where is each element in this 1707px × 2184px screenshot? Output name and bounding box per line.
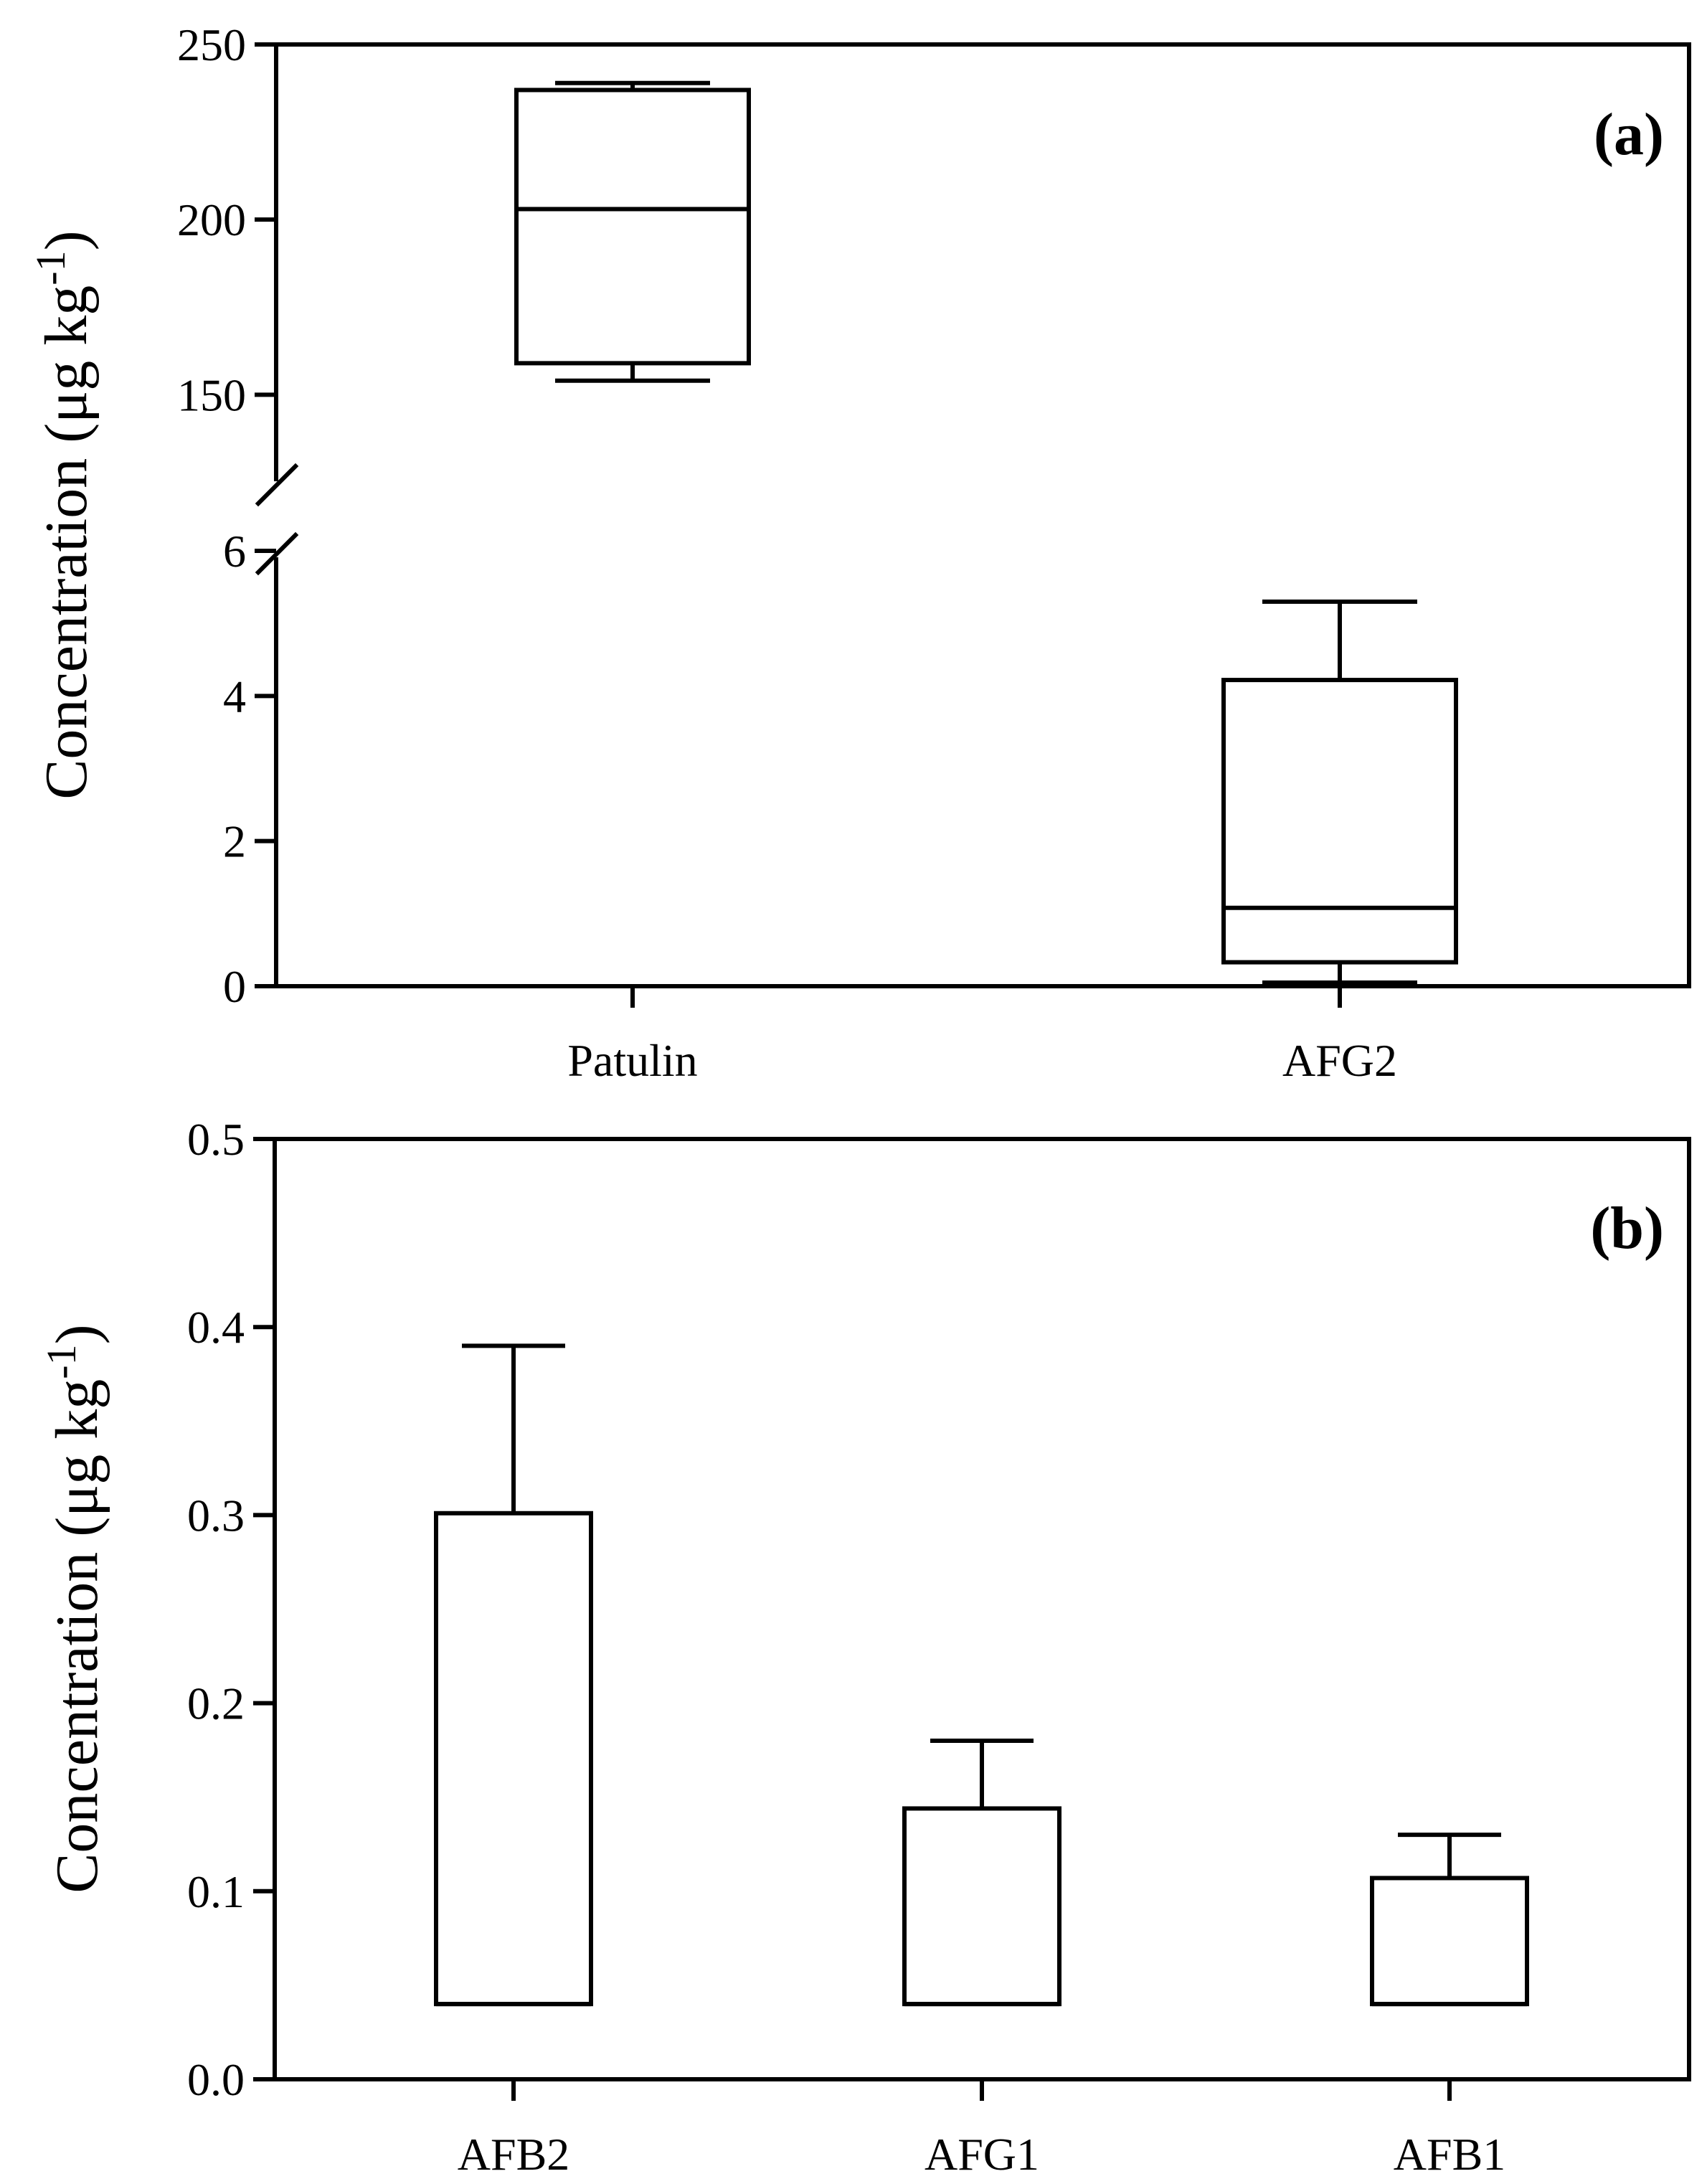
x-tick-label: AFB1 [1394,2129,1506,2180]
box-iqr [514,88,751,366]
box-plot-afg2 [1221,599,1458,985]
y-tick-label: 0.0 [187,2054,245,2105]
box-iqr [434,1511,593,2007]
box-plot-afg1 [902,1739,1061,2007]
box-plot-patulin [514,80,751,383]
y-axis-label: Concentration (μg kg-1) [38,1324,110,1893]
y-tick-label: 2 [223,816,246,867]
box-iqr [1221,678,1458,965]
box-plot-afb1 [1370,1833,1529,2007]
y-tick-label: 4 [223,671,246,722]
x-tick-label: AFG2 [1282,1035,1397,1086]
axis-break-mark-upper [255,463,299,507]
y-tick-label: 150 [177,369,246,420]
y-axis-label-close: ) [44,1324,110,1344]
y-tick-label: 6 [223,526,246,577]
box-plot-afb2 [434,1343,593,2007]
y-tick-label: 0.1 [187,1866,245,1917]
box-iqr [902,1806,1061,2007]
axis-break-mark-lower [255,531,299,576]
panel-a: 150 200 250 0 2 4 6 Patulin AFG2 (a) Concentration… [27,19,1691,1086]
y-tick-label: 0.2 [187,1678,245,1729]
y-tick-label: 200 [177,194,246,245]
y-tick-label: 0 [223,961,246,1012]
y-tick-label: 0.5 [187,1114,245,1165]
panel-label: (b) [1590,1195,1664,1262]
y-axis-label: Concentration (μg kg-1) [27,230,100,799]
y-tick-label: 0.3 [187,1490,245,1541]
x-tick-label: Patulin [567,1035,697,1086]
y-tick-label: 0.4 [187,1302,245,1353]
y-axis-label-close: ) [33,230,100,250]
panel-label: (a) [1594,101,1664,168]
y-axis-label-superscript: -1 [38,1344,85,1379]
panel-b: 0.0 0.1 0.2 0.3 0.4 0.5 AFB2 AFG1 AFB1 (b) Concent… [38,1114,1691,2180]
y-axis-label-text: Concentration (μg kg [44,1379,110,1894]
x-tick-label: AFG1 [925,2129,1039,2180]
box-iqr [1370,1876,1529,2007]
y-tick-label: 250 [177,19,246,70]
y-axis-label-superscript: -1 [27,250,74,285]
y-axis-label-text: Concentration (μg kg [33,285,100,800]
x-tick-label: AFB2 [458,2129,570,2180]
